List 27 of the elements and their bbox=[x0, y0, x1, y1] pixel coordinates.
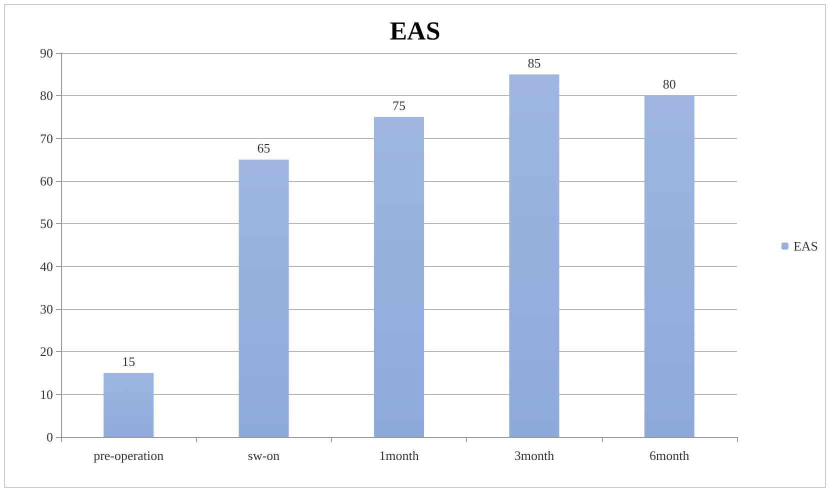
x-tick-label: 3month bbox=[514, 448, 555, 463]
data-label: 15 bbox=[122, 354, 136, 369]
bar bbox=[238, 160, 289, 437]
y-tick-label: 30 bbox=[40, 302, 53, 316]
bar bbox=[509, 74, 560, 437]
y-tick-label: 20 bbox=[40, 344, 53, 360]
legend-label: EAS bbox=[793, 238, 818, 254]
y-tick-label: 50 bbox=[40, 216, 53, 232]
data-label: 75 bbox=[392, 98, 406, 113]
y-tick-label: 60 bbox=[40, 174, 53, 188]
x-tick-label: 6month bbox=[650, 448, 690, 463]
y-tick-label: 70 bbox=[40, 130, 53, 146]
y-tick-label: 90 bbox=[40, 46, 53, 60]
bar bbox=[644, 96, 694, 437]
x-tick-label: pre-operation bbox=[94, 448, 164, 463]
bar bbox=[374, 117, 424, 437]
data-label: 65 bbox=[257, 140, 270, 156]
y-tick-label: 10 bbox=[40, 386, 53, 402]
bar bbox=[104, 373, 154, 437]
x-tick-label: 1month bbox=[379, 448, 420, 463]
y-tick-label: 80 bbox=[40, 88, 53, 104]
x-tick-label: sw-on bbox=[248, 448, 280, 463]
chart-title: EAS bbox=[390, 16, 440, 46]
data-label: 85 bbox=[528, 55, 541, 70]
y-tick-label: 0 bbox=[46, 430, 53, 444]
data-label: 80 bbox=[662, 76, 676, 92]
y-tick-label: 40 bbox=[40, 258, 53, 274]
